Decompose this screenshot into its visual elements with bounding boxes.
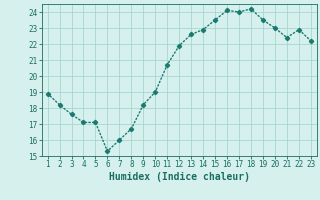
X-axis label: Humidex (Indice chaleur): Humidex (Indice chaleur) [109, 172, 250, 182]
